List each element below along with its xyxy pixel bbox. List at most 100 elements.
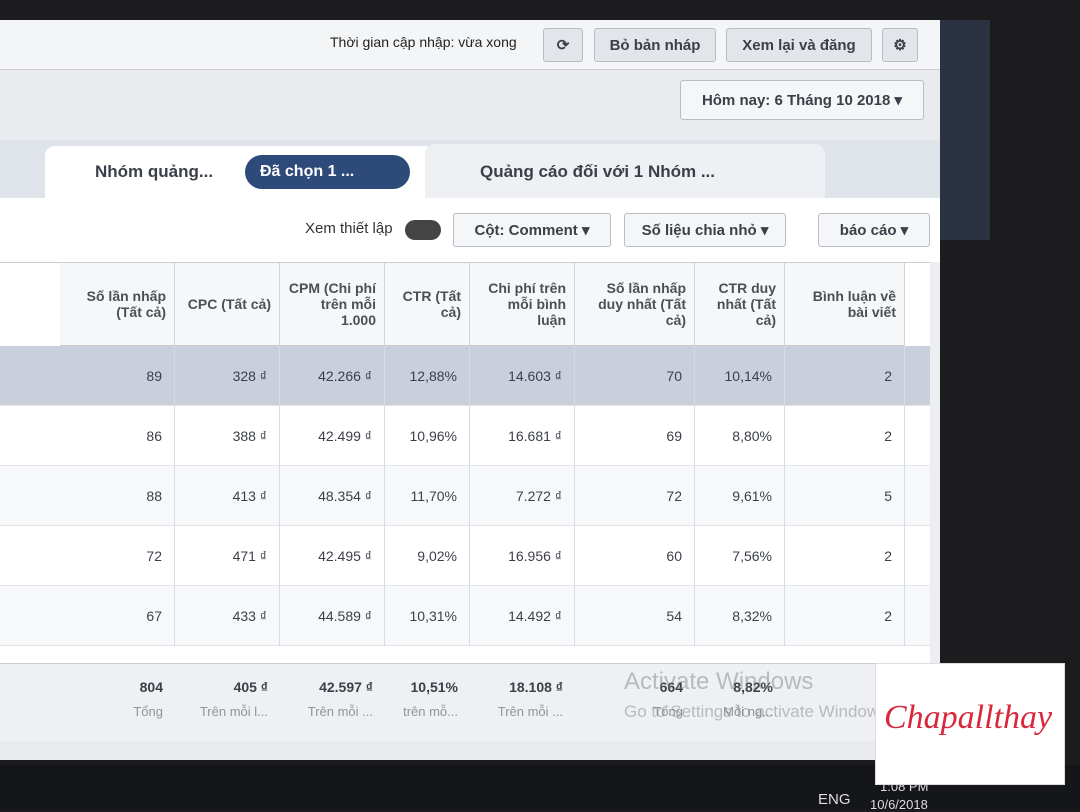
table-cell: 48.354 ₫ bbox=[280, 466, 385, 526]
table-cell: 16.681 ₫ bbox=[470, 406, 575, 466]
table-cell: 44.589 ₫ bbox=[280, 586, 385, 646]
table-cell: 2 bbox=[785, 346, 905, 406]
table-cell: 10,14% bbox=[695, 346, 785, 406]
btn-label: báo cáo bbox=[839, 221, 897, 239]
total-value: 664 bbox=[659, 679, 683, 695]
btn-label: Cột: Comment bbox=[474, 221, 578, 239]
totals-row bbox=[0, 663, 930, 741]
date-text: Hôm nay: 6 Tháng 10 2018 bbox=[701, 91, 891, 109]
table-cell: 60 bbox=[575, 526, 695, 586]
total-label: trên mỗ... bbox=[403, 703, 458, 719]
table-cell: 7,56% bbox=[695, 526, 785, 586]
tab-label: Nhóm quảng... bbox=[95, 162, 214, 181]
table-row bbox=[0, 406, 930, 466]
column-header: Số lần nhấp duy nhất (Tất cả) bbox=[575, 263, 695, 346]
discard-button[interactable]: Bỏ bản nháp bbox=[594, 28, 716, 62]
logo-box: Chapallthay bbox=[875, 663, 1065, 785]
table-cell: 2 bbox=[785, 406, 905, 466]
table-cell: 9,02% bbox=[385, 526, 470, 586]
reports-button[interactable]: báo cáo ▾ bbox=[818, 213, 930, 247]
table-cell: 86 bbox=[60, 406, 175, 466]
data-table: Số lần nhấp (Tất cả) CPC (Tất cả) CPM (Chi… bbox=[0, 262, 930, 741]
table-row bbox=[0, 466, 930, 526]
table-cell: 5 bbox=[785, 466, 905, 526]
table-cell: 388 ₫ bbox=[175, 406, 280, 466]
table-cell: 433 ₫ bbox=[175, 586, 280, 646]
column-header: CTR duy nhất (Tất cả) bbox=[695, 263, 785, 346]
date-picker[interactable]: Hôm nay: 6 Tháng 10 2018 ▾ bbox=[680, 80, 924, 120]
total-value: 8,82% bbox=[733, 679, 773, 695]
table-cell: 54 bbox=[575, 586, 695, 646]
tab[interactable] bbox=[425, 144, 825, 198]
toolbar: Xem thiết lập Cột: Comment ▾ Số liệu chi… bbox=[0, 198, 940, 262]
table-cell: 42.495 ₫ bbox=[280, 526, 385, 586]
total-label: Trên mỗi ... bbox=[307, 703, 373, 719]
table-cell: 471 ₫ bbox=[175, 526, 280, 586]
table-cell: 69 bbox=[575, 406, 695, 466]
table-cell: 42.499 ₫ bbox=[280, 406, 385, 466]
column-header: Chi phí trên mỗi bình luận bbox=[470, 263, 575, 346]
update-status: Thời gian cập nhập: vừa xong bbox=[330, 34, 517, 50]
table-cell: 88 bbox=[60, 466, 175, 526]
watermark-subtitle: Go to Settings to activate Windows bbox=[624, 702, 888, 721]
table-cell: 12,88% bbox=[385, 346, 470, 406]
table-cell: 70 bbox=[575, 346, 695, 406]
total-value: 405 ₫ bbox=[233, 679, 268, 695]
total-label: Tổng bbox=[133, 703, 163, 719]
total-value: 10,51% bbox=[410, 679, 458, 695]
settings-button[interactable]: ⚙ bbox=[882, 28, 918, 62]
table-cell: 72 bbox=[575, 466, 695, 526]
column-header: CTR (Tất cả) bbox=[385, 263, 470, 346]
table-cell: 16.956 ₫ bbox=[470, 526, 575, 586]
btn-label: Số liệu chia nhỏ bbox=[641, 221, 757, 239]
total-value: 804 bbox=[139, 679, 163, 695]
scrollbar bbox=[930, 262, 940, 740]
tab-bar: Nhóm quảng... Đã chọn 1 ... Quảng cáo đố… bbox=[0, 140, 940, 198]
table-row bbox=[0, 346, 930, 406]
columns-button[interactable]: Cột: Comment ▾ bbox=[453, 213, 611, 247]
column-header: Bình luận về bài viết bbox=[785, 263, 905, 346]
refresh-button[interactable]: ⟳ bbox=[543, 28, 583, 62]
table-cell: 89 bbox=[60, 346, 175, 406]
tab-label: Quảng cáo đối với 1 Nhóm ... bbox=[480, 162, 716, 181]
breakdown-button[interactable]: Số liệu chia nhỏ ▾ bbox=[624, 213, 786, 247]
table-cell: 2 bbox=[785, 526, 905, 586]
table-cell: 11,70% bbox=[385, 466, 470, 526]
table-cell: 14.492 ₫ bbox=[470, 586, 575, 646]
side-panel bbox=[940, 20, 990, 240]
total-label: Trên mỗi l... bbox=[199, 703, 268, 719]
table-cell: 42.266 ₫ bbox=[280, 346, 385, 406]
column-header: CPM (Chi phí trên mỗi 1.000 bbox=[280, 263, 385, 346]
language: ENG bbox=[818, 791, 851, 808]
table-cell: 10,31% bbox=[385, 586, 470, 646]
total-label: Mỗi ng... bbox=[723, 703, 773, 719]
table-cell: 7.272 ₫ bbox=[470, 466, 575, 526]
table-row bbox=[0, 586, 930, 646]
review-button[interactable]: Xem lại và đăng bbox=[726, 28, 872, 62]
table-cell: 10,96% bbox=[385, 406, 470, 466]
table-cell: 2 bbox=[785, 586, 905, 646]
top-bar: Thời gian cập nhập: vừa xong ⟳ Bỏ bản nh… bbox=[0, 20, 940, 70]
selected-pill[interactable]: Đã chọn 1 ... bbox=[245, 155, 410, 189]
table-cell: 328 ₫ bbox=[175, 346, 280, 406]
column-header: Số lần nhấp (Tất cả) bbox=[60, 263, 175, 346]
table-row bbox=[0, 526, 930, 586]
table-cell: 8,80% bbox=[695, 406, 785, 466]
table-cell: 413 ₫ bbox=[175, 466, 280, 526]
logo: Chapallthay bbox=[884, 699, 1053, 736]
clock-date: 10/6/2018 bbox=[870, 797, 928, 812]
table-cell: 67 bbox=[60, 586, 175, 646]
total-label: Tổng bbox=[653, 703, 683, 719]
watermark-title: Activate Windows bbox=[624, 668, 814, 695]
view-setup-label: Xem thiết lập bbox=[305, 220, 393, 237]
table-cell: 8,32% bbox=[695, 586, 785, 646]
total-label: Trên mỗi ... bbox=[497, 703, 563, 719]
table-cell: 72 bbox=[60, 526, 175, 586]
table-cell: 14.603 ₫ bbox=[470, 346, 575, 406]
total-value: 42.597 ₫ bbox=[319, 679, 373, 695]
column-header: CPC (Tất cả) bbox=[175, 263, 280, 346]
toggle[interactable] bbox=[405, 220, 441, 240]
total-value: 18.108 ₫ bbox=[509, 679, 563, 695]
table-cell: 9,61% bbox=[695, 466, 785, 526]
